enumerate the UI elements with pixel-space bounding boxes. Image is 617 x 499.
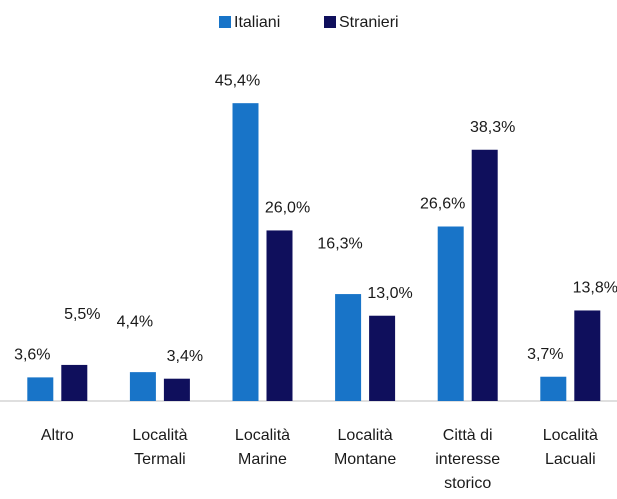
x-tick-label: Località bbox=[132, 427, 187, 444]
bar bbox=[163, 378, 190, 401]
bar bbox=[471, 149, 498, 401]
value-label: 13,8% bbox=[573, 280, 617, 297]
value-label: 16,3% bbox=[317, 235, 362, 252]
bar bbox=[540, 376, 567, 401]
value-label: 3,7% bbox=[527, 346, 563, 363]
value-label: 3,4% bbox=[167, 348, 203, 365]
x-tick-label: Lacuali bbox=[545, 451, 596, 468]
legend-label: Italiani bbox=[234, 14, 280, 31]
x-tick-label: Montane bbox=[334, 451, 396, 468]
x-tick-label: Altro bbox=[41, 427, 74, 444]
bar bbox=[61, 364, 88, 401]
bar bbox=[266, 230, 293, 401]
x-tick-label: storico bbox=[444, 475, 491, 492]
x-tick-label: Marine bbox=[238, 451, 287, 468]
legend-label: Stranieri bbox=[339, 14, 399, 31]
x-tick-label: interesse bbox=[435, 451, 500, 468]
x-tick-label: Località bbox=[235, 427, 290, 444]
value-label: 5,5% bbox=[64, 306, 100, 323]
value-label: 26,0% bbox=[265, 200, 310, 217]
bar bbox=[574, 310, 601, 401]
legend-swatch bbox=[324, 16, 336, 28]
bar bbox=[27, 377, 54, 401]
legend-swatch bbox=[219, 16, 231, 28]
value-label: 38,3% bbox=[470, 119, 515, 136]
bar bbox=[232, 103, 259, 402]
value-label: 4,4% bbox=[117, 313, 153, 330]
bar bbox=[129, 372, 156, 401]
bar bbox=[369, 315, 396, 401]
x-tick-label: Termali bbox=[134, 451, 186, 468]
x-tick-label: Località bbox=[543, 427, 598, 444]
bar bbox=[335, 294, 362, 401]
x-tick-label: Città di bbox=[443, 427, 493, 444]
value-label: 3,6% bbox=[14, 347, 50, 364]
bar bbox=[437, 226, 464, 401]
x-tick-label: Località bbox=[338, 427, 393, 444]
value-label: 45,4% bbox=[215, 72, 260, 89]
value-label: 26,6% bbox=[420, 196, 465, 213]
value-label: 13,0% bbox=[367, 285, 412, 302]
